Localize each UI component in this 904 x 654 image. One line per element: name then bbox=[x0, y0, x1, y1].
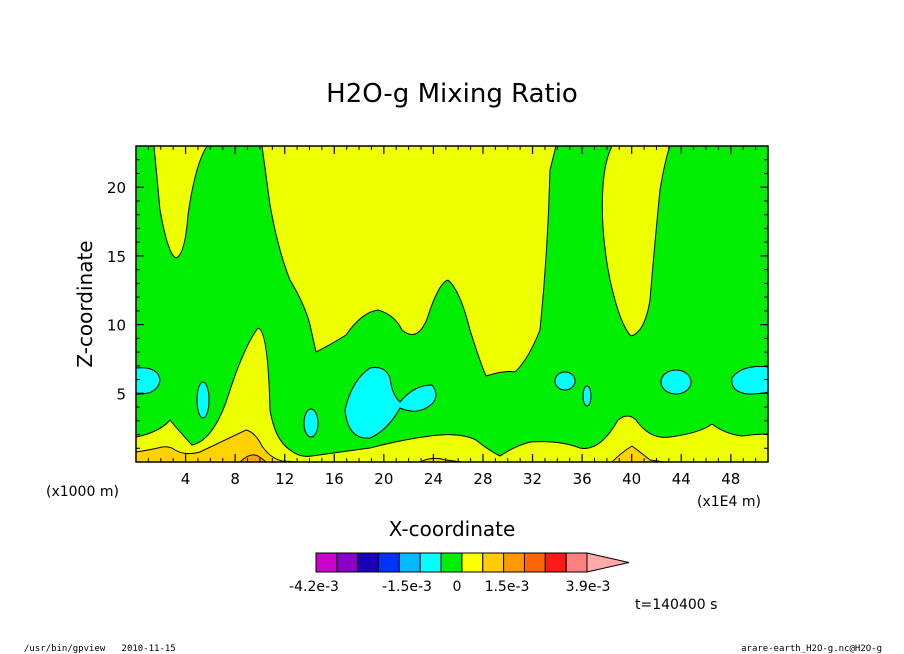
x-axis-unit: (x1E4 m) bbox=[697, 494, 761, 510]
y-axis-label: Z-coordinate bbox=[73, 240, 97, 367]
colorbar-swatch bbox=[378, 552, 400, 573]
colorbar-extend-arrow bbox=[586, 552, 630, 573]
x-tick-label: 36 bbox=[573, 470, 592, 488]
y-tick-label: 20 bbox=[107, 179, 126, 197]
contour-fill-yellow-band bbox=[136, 327, 768, 462]
colorbar-label: 1.5e-3 bbox=[485, 579, 530, 595]
contour-fill-gold bbox=[136, 429, 666, 462]
colorbar-swatch bbox=[503, 552, 525, 573]
x-tick-label: 40 bbox=[622, 470, 641, 488]
colorbar-swatch bbox=[357, 552, 380, 573]
colorbar-swatch bbox=[523, 552, 546, 573]
colorbar-label: 0 bbox=[453, 579, 462, 595]
x-tick-label: 16 bbox=[325, 470, 344, 488]
x-axis: 4 8 12 16 20 24 28 32 36 40 44 48 bbox=[147, 146, 769, 488]
x-tick-label: 4 bbox=[181, 470, 191, 488]
footer-right: arare-earth_H2O-g.nc@H2O-g bbox=[741, 644, 882, 654]
colorbar-label: -1.5e-3 bbox=[382, 579, 432, 595]
colorbar-swatch bbox=[544, 552, 567, 573]
colorbar-swatch bbox=[461, 552, 484, 573]
footer-left: /usr/bin/gpview 2010-11-15 bbox=[24, 644, 176, 654]
colorbar-label: -4.2e-3 bbox=[289, 579, 339, 595]
chart-title: H2O-g Mixing Ratio bbox=[326, 79, 578, 109]
colorbar-swatch bbox=[565, 552, 588, 573]
x-tick-label: 12 bbox=[275, 470, 294, 488]
x-tick-label: 28 bbox=[473, 470, 492, 488]
colorbar-swatch bbox=[398, 552, 421, 573]
plot-area bbox=[136, 146, 768, 462]
x-tick-label: 32 bbox=[523, 470, 542, 488]
time-label: t=140400 s bbox=[635, 597, 717, 613]
plot-frame bbox=[135, 145, 769, 463]
x-tick-label: 48 bbox=[721, 470, 740, 488]
y-tick-label: 5 bbox=[116, 385, 126, 403]
colorbar-swatch bbox=[315, 552, 338, 573]
y-axis: 5 10 15 20 bbox=[107, 145, 768, 449]
colorbar-swatch bbox=[336, 552, 359, 573]
y-tick-label: 10 bbox=[107, 317, 126, 335]
colorbar-label: 3.9e-3 bbox=[566, 579, 611, 595]
y-tick-label: 15 bbox=[107, 248, 126, 266]
x-axis-label: X-coordinate bbox=[389, 517, 516, 541]
contour-fill-cyan bbox=[136, 366, 768, 439]
contour-fill-green bbox=[136, 146, 768, 462]
x-tick-label: 8 bbox=[230, 470, 240, 488]
colorbar-swatch bbox=[440, 552, 463, 573]
colorbar bbox=[315, 552, 630, 573]
x-tick-label: 20 bbox=[374, 470, 393, 488]
x-tick-label: 24 bbox=[424, 470, 443, 488]
y-axis-unit: (x1000 m) bbox=[46, 484, 119, 500]
colorbar-labels: -4.2e-3 -1.5e-3 0 1.5e-3 3.9e-3 bbox=[289, 579, 610, 595]
x-tick-label: 44 bbox=[672, 470, 691, 488]
colorbar-swatch bbox=[419, 552, 442, 573]
colorbar-swatch bbox=[482, 552, 505, 573]
